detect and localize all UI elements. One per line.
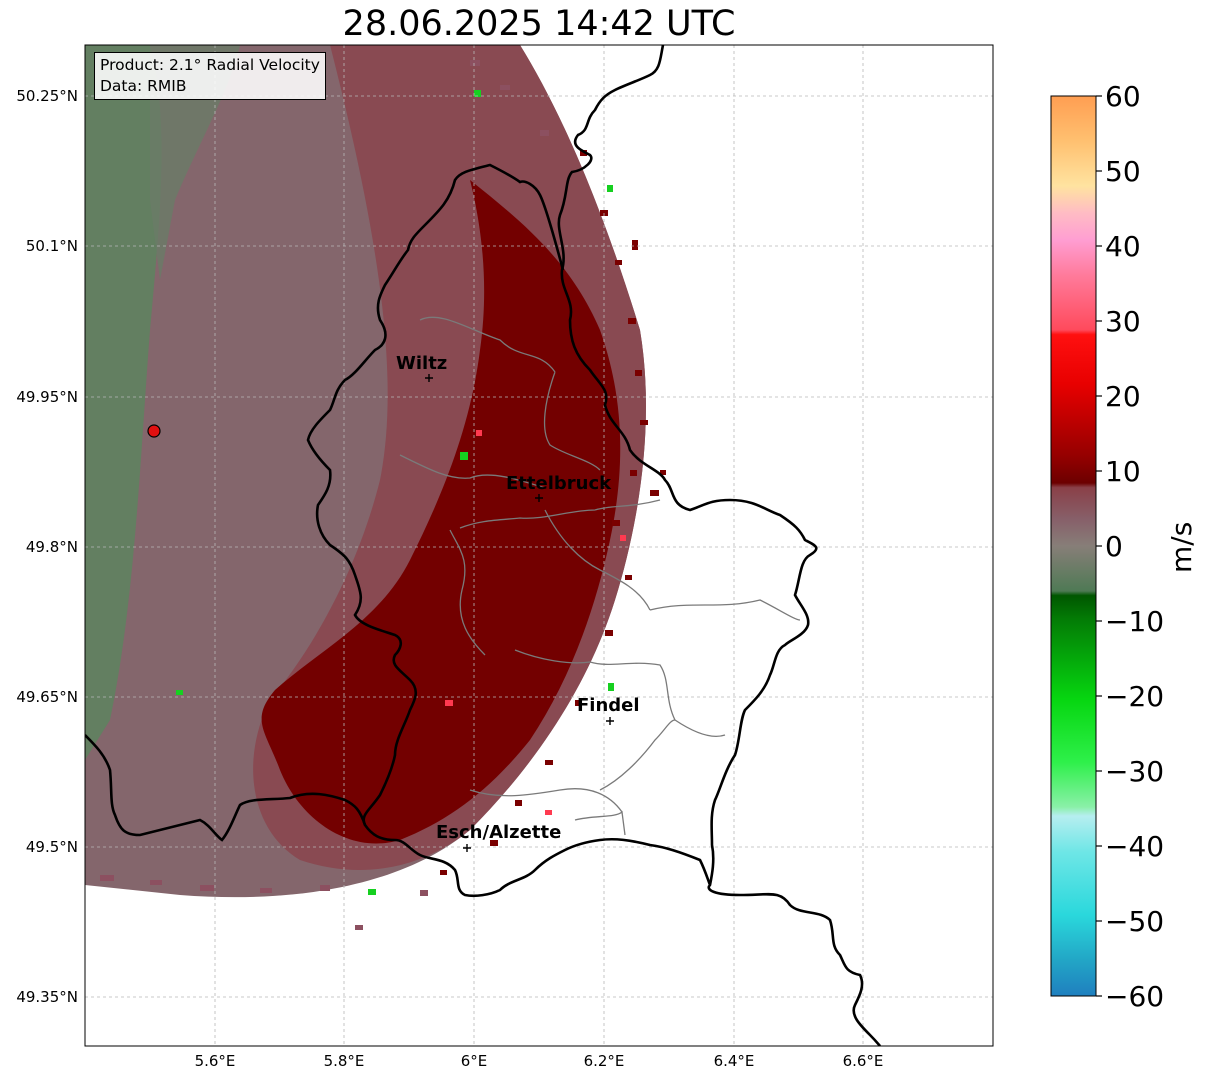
lon-tick-label: 6.6°E <box>843 1052 884 1070</box>
data-source-label: Data: RMIB <box>100 77 187 95</box>
lon-tick-label: 5.6°E <box>195 1052 236 1070</box>
colorbar-tick-label: −40 <box>1105 830 1164 863</box>
city-label-ettelbruck: Ettelbruck <box>506 473 612 494</box>
luxembourg-border-west <box>306 163 712 898</box>
colorbar-tick-label: −30 <box>1105 755 1164 788</box>
approaching-echo-fringe <box>150 45 240 280</box>
colorbar-tick-label: 40 <box>1105 230 1141 263</box>
lat-tick-label: 50.1°N <box>26 237 78 255</box>
weak-speckles <box>100 60 549 930</box>
colorbar: 60 50 40 30 20 10 0 −10 −20 −30 −40 −50 … <box>1050 80 1164 1013</box>
red-speckles <box>445 430 626 815</box>
plot-frame <box>84 44 994 1047</box>
radar-sweep: Wiltz Ettelbruck Findel Esch/Alzette <box>85 45 993 1046</box>
product-info-box: Product: 2.1° Radial Velocity Data: RMIB <box>94 52 326 100</box>
city-findel: Findel <box>577 695 640 725</box>
colorbar-gradient <box>1050 95 1097 997</box>
lat-tick-label: 49.8°N <box>26 538 78 556</box>
city-label-wiltz: Wiltz <box>396 353 447 374</box>
lat-tick-label: 49.95°N <box>16 388 78 406</box>
graticule <box>85 45 993 1046</box>
colorbar-unit-label: m/s <box>1165 521 1198 573</box>
lon-axis: 5.6°E 5.8°E 6°E 6.2°E 6.4°E 6.6°E <box>195 1052 884 1070</box>
city-label-esch-alzette: Esch/Alzette <box>436 822 561 843</box>
city-wiltz: Wiltz <box>396 353 447 382</box>
lon-tick-label: 6°E <box>461 1052 488 1070</box>
colorbar-tick-label: −60 <box>1105 980 1164 1013</box>
radar-site-marker <box>147 424 161 438</box>
strong-receding-core <box>261 180 621 844</box>
colorbar-tick-label: 60 <box>1105 80 1141 113</box>
green-speckles <box>176 90 614 895</box>
product-label: Product: 2.1° Radial Velocity <box>100 56 320 74</box>
district-boundaries <box>399 316 801 836</box>
approaching-echo-region <box>85 45 162 760</box>
lat-axis: 50.25°N 50.1°N 49.95°N 49.8°N 49.65°N 49… <box>16 87 78 1006</box>
map-title: 28.06.2025 14:42 UTC <box>342 4 736 44</box>
belgium-france-border <box>85 734 367 842</box>
lat-tick-label: 49.65°N <box>16 688 78 706</box>
lon-tick-label: 6.2°E <box>584 1052 625 1070</box>
city-esch-alzette: Esch/Alzette <box>436 822 561 852</box>
lat-tick-label: 49.5°N <box>26 838 78 856</box>
colorbar-tick-label: 30 <box>1105 305 1141 338</box>
colorbar-tick-label: 10 <box>1105 455 1141 488</box>
colorbar-tick-label: −50 <box>1105 905 1164 938</box>
colorbar-tick-label: −10 <box>1105 605 1164 638</box>
lat-tick-label: 49.35°N <box>16 988 78 1006</box>
city-ettelbruck: Ettelbruck <box>506 473 612 502</box>
colorbar-ticks <box>1096 95 1102 997</box>
lon-tick-label: 5.8°E <box>324 1052 365 1070</box>
colorbar-tick-label: −20 <box>1105 680 1164 713</box>
lat-tick-label: 50.25°N <box>16 87 78 105</box>
lon-tick-label: 6.4°E <box>714 1052 755 1070</box>
colorbar-tick-label: 20 <box>1105 380 1141 413</box>
colorbar-tick-label: 0 <box>1105 530 1123 563</box>
national-border <box>557 45 881 1046</box>
colorbar-tick-label: 50 <box>1105 155 1141 188</box>
city-label-findel: Findel <box>577 695 640 716</box>
